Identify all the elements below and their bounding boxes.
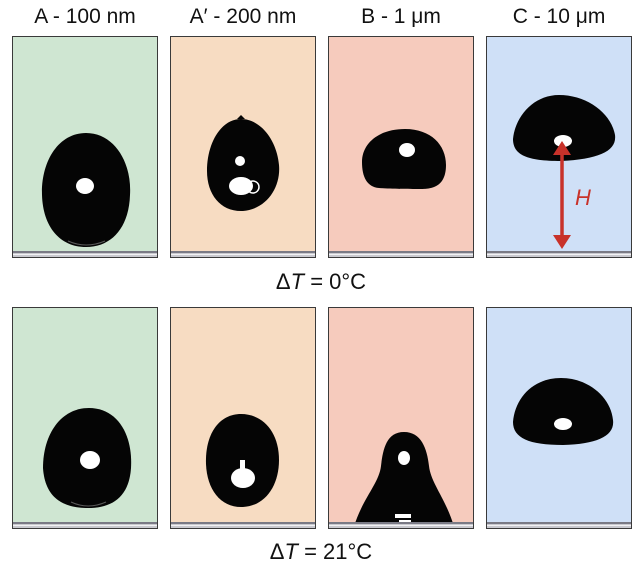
substrate xyxy=(13,251,157,257)
droplet xyxy=(353,432,455,528)
height-label: H xyxy=(575,185,591,210)
panel-c-row2 xyxy=(486,307,632,529)
droplet-image xyxy=(205,414,279,508)
label-unit: μm xyxy=(575,5,606,28)
variable: T xyxy=(290,269,305,294)
delta-symbol: Δ xyxy=(269,539,285,564)
droplet xyxy=(207,119,280,212)
value-text: = 0°C xyxy=(304,269,367,294)
condition-label-row2: ΔT = 21°C xyxy=(0,537,642,567)
height-arrow-bottom-head xyxy=(553,235,571,249)
droplet-highlight xyxy=(76,178,94,194)
value-text: = 21°C xyxy=(297,539,373,564)
panel-b-row1 xyxy=(328,36,474,258)
label-unit: nm xyxy=(267,5,297,28)
height-arrow-top-head xyxy=(553,141,571,155)
droplet-highlight xyxy=(229,177,253,195)
delta-symbol: Δ xyxy=(275,269,291,294)
droplet-highlight xyxy=(554,135,572,147)
droplet-highlight xyxy=(399,143,415,157)
droplet xyxy=(513,95,616,161)
substrate xyxy=(171,251,315,257)
droplet xyxy=(362,129,446,189)
label-text: A′ - 200 xyxy=(189,5,268,28)
panel-a-row1 xyxy=(12,36,158,258)
condition-label-row1: ΔT = 0°C xyxy=(0,267,642,297)
droplet-image xyxy=(353,432,455,528)
variable: T xyxy=(284,539,298,564)
substrate xyxy=(171,522,315,528)
column-label-a-prime: A′ - 200 nm xyxy=(170,2,316,32)
droplet-image xyxy=(43,408,132,508)
column-label-a: A - 100 nm xyxy=(12,2,158,32)
substrate xyxy=(13,522,157,528)
substrate xyxy=(329,251,473,257)
substrate xyxy=(487,522,631,528)
column-label-c: C - 10 μm xyxy=(486,2,632,32)
droplet-highlight xyxy=(80,451,100,469)
droplet-highlight xyxy=(554,418,572,430)
droplet-image xyxy=(362,129,446,189)
panel-b-row2 xyxy=(328,307,474,529)
droplet-image xyxy=(207,115,280,212)
panel-a-prime-row2 xyxy=(170,307,316,529)
label-text: A - 100 xyxy=(34,5,107,28)
label-unit: nm xyxy=(106,5,136,28)
droplet-image xyxy=(513,95,616,249)
panel-c-row1: H xyxy=(486,36,632,258)
column-label-b: B - 1 μm xyxy=(328,2,474,32)
panel-a-row2 xyxy=(12,307,158,529)
droplet-highlight xyxy=(231,468,255,488)
droplet-image xyxy=(513,378,614,445)
droplet-highlight xyxy=(398,451,410,465)
substrate xyxy=(487,251,631,257)
label-text: C - 10 xyxy=(512,5,576,28)
substrate xyxy=(329,522,473,528)
label-text: B - 1 xyxy=(361,5,412,28)
droplet-image xyxy=(41,133,131,247)
label-unit: μm xyxy=(411,5,441,28)
panel-a-prime-row1 xyxy=(170,36,316,258)
droplet xyxy=(513,378,614,445)
